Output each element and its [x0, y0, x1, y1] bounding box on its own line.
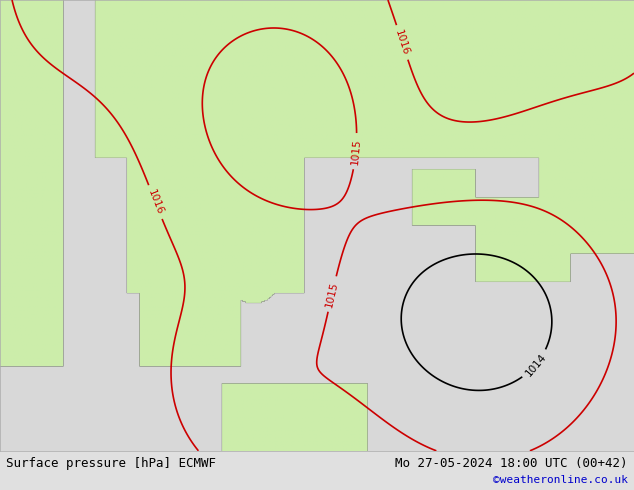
Text: 1014: 1014 [523, 351, 548, 378]
Text: Mo 27-05-2024 18:00 UTC (00+42): Mo 27-05-2024 18:00 UTC (00+42) [395, 457, 628, 469]
Text: 1015: 1015 [324, 280, 340, 308]
Text: 1016: 1016 [393, 28, 411, 56]
Text: 1015: 1015 [350, 138, 362, 165]
Text: ©weatheronline.co.uk: ©weatheronline.co.uk [493, 475, 628, 485]
Text: 1016: 1016 [146, 188, 165, 216]
Text: Surface pressure [hPa] ECMWF: Surface pressure [hPa] ECMWF [6, 457, 216, 469]
